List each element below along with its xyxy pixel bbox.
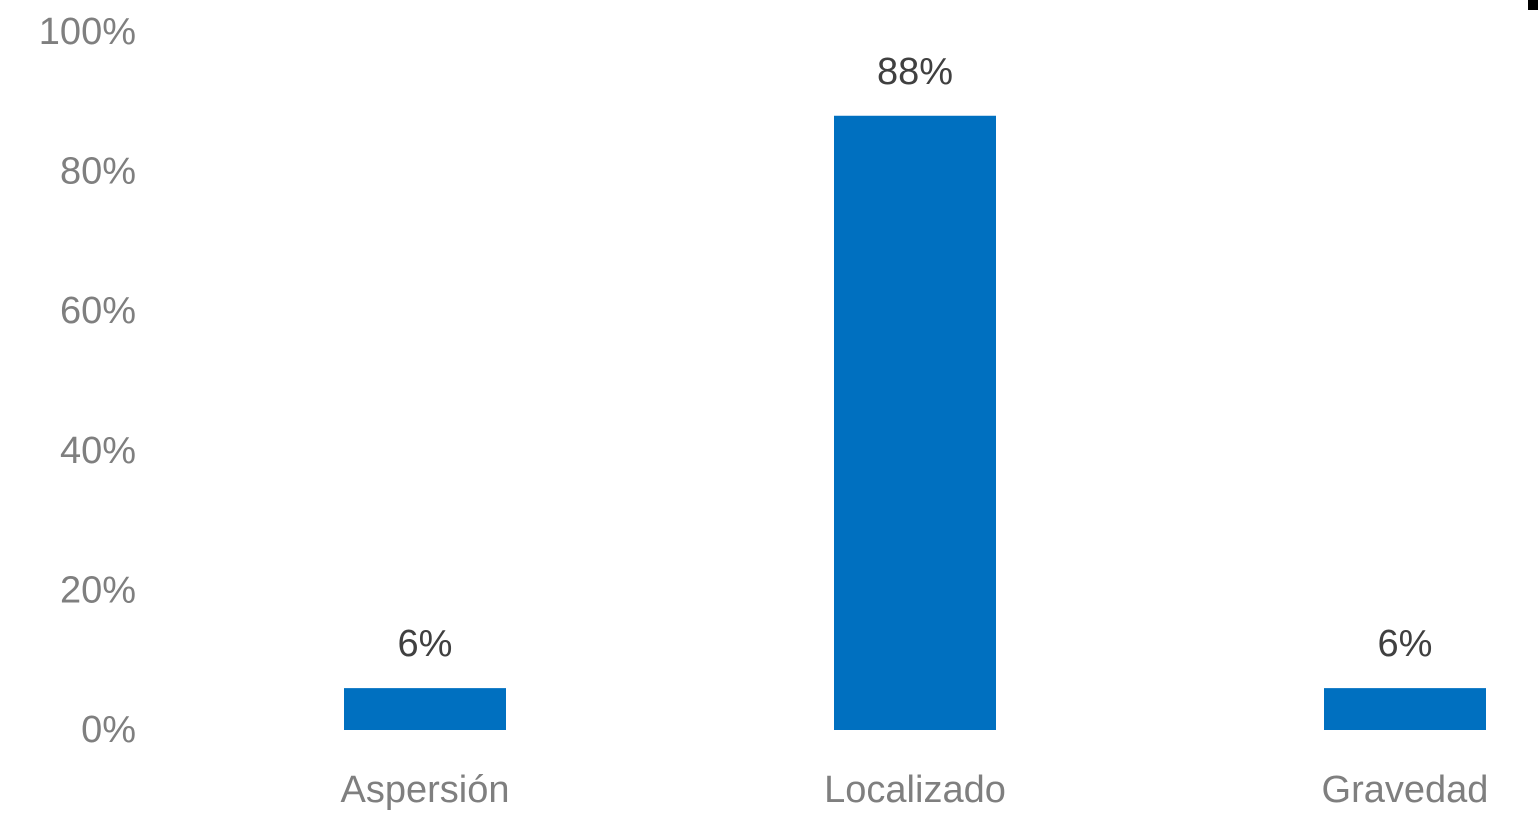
data-label: 6% — [1378, 623, 1433, 665]
y-tick-label: 100% — [39, 11, 136, 53]
y-tick-label: 20% — [60, 569, 136, 611]
y-tick-label: 80% — [60, 151, 136, 193]
bar — [344, 688, 506, 730]
bar — [834, 115, 996, 730]
data-label: 88% — [877, 51, 953, 93]
data-labels: 6% 88% 6% — [398, 51, 1433, 665]
data-label: 6% — [398, 623, 453, 665]
y-tick-label: 60% — [60, 290, 136, 332]
x-tick-label: Gravedad — [1322, 769, 1489, 811]
bar-series — [344, 115, 1486, 730]
x-tick-label: Aspersión — [341, 769, 510, 811]
x-axis-ticks: Aspersión Localizado Gravedad — [341, 769, 1489, 811]
y-tick-label: 40% — [60, 430, 136, 472]
corner-mark — [1528, 0, 1538, 10]
x-tick-label: Localizado — [824, 769, 1006, 811]
y-tick-label: 0% — [81, 709, 136, 751]
y-axis-ticks: 0% 20% 40% 60% 80% 100% — [39, 11, 136, 751]
bar — [1324, 688, 1486, 730]
